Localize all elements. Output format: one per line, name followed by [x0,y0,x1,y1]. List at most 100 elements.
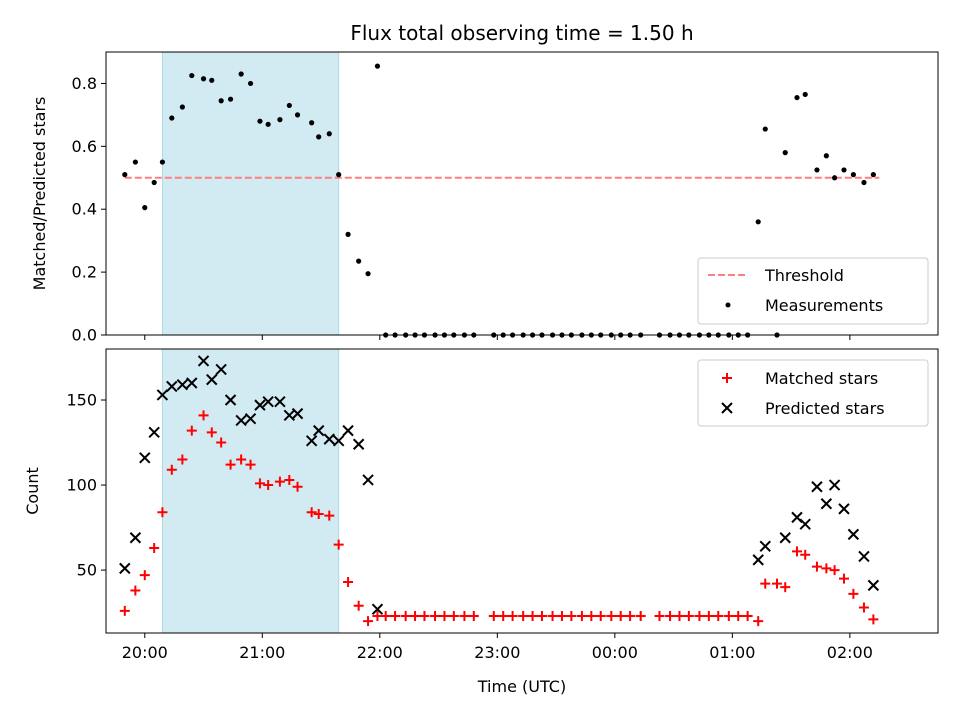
matched-star-point [848,588,859,599]
predicted-star-point [759,540,771,552]
matched-star-point [811,561,822,572]
measurement-point [365,271,371,277]
x-tick-label: 01:00 [709,643,755,662]
matched-star-point [400,610,411,621]
matched-star-point [674,610,685,621]
matched-star-point [206,427,217,438]
matched-star-point [306,507,317,518]
predicted-star-point [312,424,325,437]
chart-title: Flux total observing time = 1.50 h [350,21,693,45]
matched-star-point [635,610,646,621]
matched-star-point [733,610,744,621]
measurement-point [762,126,768,132]
y-tick-label: 0.4 [72,200,97,219]
matched-star-point [576,610,587,621]
x-tick-label: 21:00 [239,643,285,662]
predicted-star-point [867,579,880,592]
count-legend: Matched stars Predicted stars [697,359,929,427]
predicted-star-point [186,377,198,389]
y-tick-label: 0.8 [72,74,97,93]
matched-star-point [225,459,236,470]
matched-star-point [245,459,256,470]
observing-span-highlight-bottom [161,348,340,634]
predicted-star-point [244,413,257,425]
x-tick-label: 20:00 [122,643,168,662]
predicted-star-point [828,479,841,491]
measurement-point [841,167,847,173]
matched-star-point [713,610,724,621]
matched-star-point [130,585,141,596]
predicted-star-point [176,379,189,391]
predicted-star-point [838,503,850,515]
predicted-star-point [224,394,237,406]
matched-star-point [488,610,499,621]
predicted-star-point [847,528,860,541]
matched-star-point [353,600,364,611]
measurement-point [316,134,322,140]
measurement-point [374,63,381,69]
predicted-star-point [305,435,318,447]
matched-star-point [858,602,869,613]
matched-stars-legend-marker [722,373,732,383]
predicted-star-point [166,380,178,393]
measurement-point [802,91,808,98]
measurement-point [238,71,244,77]
predicted-star-point [362,474,374,486]
measurement-point [151,179,157,186]
matched-star-point [263,480,274,491]
x-tick-label: 00:00 [592,643,638,662]
predicted-star-point [799,518,811,530]
matched-star-point [254,478,265,489]
predicted-star-point [197,355,210,367]
predicted-star-point [119,562,131,575]
measurements-legend-swatch [725,302,731,308]
matched-star-point [703,610,714,621]
measurement-point [309,120,315,126]
measurement-point [159,159,166,165]
matched-star-point [149,542,160,553]
measurement-point [814,167,820,173]
predicted-star-point [235,414,247,427]
predicted-star-point [332,435,345,447]
matched-star-point [527,610,538,621]
threshold-legend-label: Threshold [764,266,844,285]
matched-star-point [119,605,130,616]
matched-star-point [216,437,227,448]
predicted-star-point [820,498,833,510]
predicted-stars-points [119,355,880,615]
count-panel: 50 100 150 20:00 21:00 22:00 23:00 00:00 01:00 02… [23,348,939,696]
matched-star-point [177,454,188,465]
y-tick-label: 100 [66,476,97,495]
matched-star-point [723,610,734,621]
predicted-star-point [352,438,365,450]
predicted-star-point [206,373,218,386]
predicted-star-point [858,550,870,563]
ratio-axis-ticks: 0.0 0.2 0.4 0.6 0.8 [72,74,851,345]
measurement-point [286,102,292,109]
matched-star-point [274,476,285,487]
y-tick-label: 0.6 [72,137,97,156]
y-tick-label: 150 [66,391,97,410]
predicted-star-point [323,433,335,445]
x-tick-label: 22:00 [357,643,403,662]
matched-stars-legend-label: Matched stars [765,369,878,388]
predicted-star-point [791,511,803,524]
measurement-point [132,159,138,165]
matched-star-point [419,610,430,621]
matched-star-point [536,610,547,621]
matched-star-point [430,610,441,621]
ratio-plot-frame [105,51,939,336]
matched-star-point [821,563,832,574]
predicted-star-point [274,396,286,408]
predicted-stars-legend-label: Predicted stars [765,399,885,418]
ratio-legend-box [697,257,929,325]
measurement-point [861,179,867,186]
matched-star-point [507,610,518,621]
ratio-panel: 0.0 0.2 0.4 0.6 0.8 Flux total observing tim… [30,21,939,345]
matched-star-point [625,610,636,621]
matched-star-point [829,565,840,576]
ratio-legend: Threshold Measurements [697,257,929,325]
matched-star-point [139,570,150,581]
predicted-star-point [371,603,384,615]
